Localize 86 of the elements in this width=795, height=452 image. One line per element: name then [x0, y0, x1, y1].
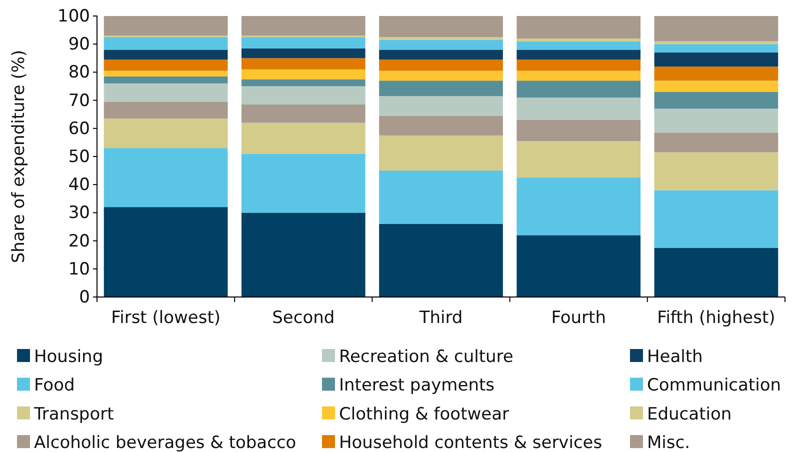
- y-tick-label: 20: [68, 231, 90, 252]
- bar: [241, 69, 366, 80]
- bar: [516, 50, 641, 60]
- bar: [241, 48, 366, 58]
- bar: [654, 248, 778, 297]
- bar: [379, 116, 503, 136]
- bar: [516, 41, 641, 50]
- bar: [516, 60, 641, 71]
- bar: [379, 96, 503, 116]
- y-tick-label: 40: [68, 175, 90, 196]
- bar: [654, 80, 778, 92]
- legend-label: Communication: [647, 376, 781, 396]
- bar: [654, 44, 778, 53]
- bar: [516, 70, 641, 81]
- x-tick-label: Third: [418, 308, 463, 328]
- bar: [241, 104, 366, 123]
- bar: [241, 79, 366, 86]
- bar: [104, 37, 228, 50]
- bar: [241, 154, 366, 213]
- bar: [104, 76, 228, 84]
- bar: [379, 70, 503, 81]
- bar: [379, 16, 503, 38]
- legend-label: Health: [647, 346, 703, 367]
- bar: [516, 178, 641, 236]
- bar: [516, 16, 641, 38]
- bar: [516, 80, 641, 98]
- y-tick-label: 30: [68, 203, 90, 224]
- y-tick-label: 100: [58, 6, 90, 26]
- legend-label: Alcoholic beverages & tobacco: [34, 433, 296, 452]
- bar: [516, 120, 641, 142]
- bar: [654, 190, 778, 248]
- bar: [516, 141, 641, 178]
- bar: [654, 52, 778, 67]
- x-tick-label: Fourth: [551, 308, 606, 328]
- bar: [104, 207, 228, 297]
- bar: [104, 50, 228, 60]
- bar: [379, 40, 503, 50]
- y-tick-label: 90: [68, 34, 90, 55]
- bar: [104, 83, 228, 102]
- bar: [241, 212, 366, 297]
- x-tick-label: Fifth (highest): [657, 308, 776, 328]
- bar: [379, 224, 503, 297]
- bar: [654, 108, 778, 133]
- bar: [654, 152, 778, 190]
- legend-label: Interest payments: [339, 376, 495, 396]
- bar: [241, 16, 366, 36]
- bar: [379, 170, 503, 224]
- bar: [104, 70, 228, 76]
- y-tick-label: 50: [68, 146, 90, 167]
- legend-label: Transport: [33, 404, 114, 424]
- legend-label: Misc.: [647, 433, 690, 452]
- bar: [104, 102, 228, 119]
- y-axis-title: Share of expenditure (%): [9, 50, 29, 264]
- legend-label: Housing: [34, 346, 104, 367]
- y-tick-label: 70: [68, 90, 90, 111]
- y-tick-label: 60: [68, 118, 90, 139]
- y-tick-label: 0: [79, 287, 90, 308]
- bar: [104, 16, 228, 36]
- bar: [654, 132, 778, 152]
- bar: [241, 37, 366, 48]
- bar: [241, 86, 366, 105]
- bar: [241, 122, 366, 154]
- bar: [379, 60, 503, 71]
- bar: [379, 50, 503, 60]
- bar: [104, 118, 228, 148]
- bar: [379, 80, 503, 96]
- bar: [654, 92, 778, 109]
- legend-label: Recreation & culture: [339, 346, 514, 367]
- bar: [516, 97, 641, 120]
- bar: [654, 66, 778, 81]
- legend-label: Education: [647, 404, 732, 424]
- y-tick-label: 80: [68, 62, 90, 83]
- bar: [654, 16, 778, 42]
- bar: [516, 235, 641, 297]
- bar: [104, 60, 228, 71]
- x-tick-label: Second: [272, 308, 335, 328]
- bar: [241, 58, 366, 70]
- x-tick-label: First (lowest): [111, 308, 221, 328]
- bar: [379, 37, 503, 40]
- y-tick-label: 10: [68, 259, 90, 280]
- legend-label: Food: [34, 376, 75, 396]
- bar: [516, 38, 641, 42]
- bar: [104, 148, 228, 208]
- bar: [379, 135, 503, 171]
- legend-label: Household contents & services: [339, 433, 602, 452]
- legend-label: Clothing & footwear: [339, 404, 510, 424]
